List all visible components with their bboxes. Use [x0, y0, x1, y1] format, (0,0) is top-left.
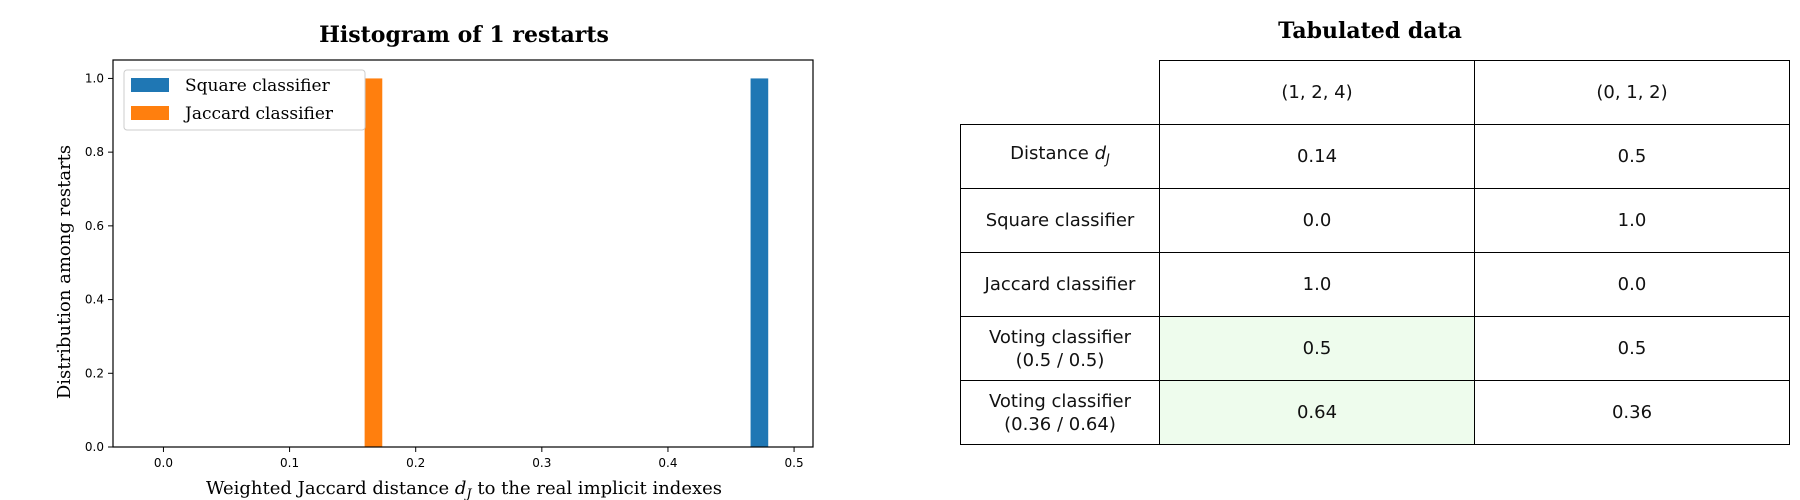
histogram-chart: Histogram of 1 restarts 0.0 0.1 0.2 0.3 0.4 0… [54, 22, 814, 500]
column-header-0-1-2: (0, 1, 2) [1474, 60, 1790, 125]
y-axis-label: Distribution among restarts [54, 145, 75, 399]
y-tick-label: 0.2 [85, 366, 104, 380]
chart-title: Histogram of 1 restarts [319, 22, 609, 48]
table-cell: 0.5 [1474, 124, 1790, 189]
y-tick-label: 1.0 [85, 71, 104, 85]
row-label-square-classifier: Square classifier [960, 188, 1160, 253]
table-row-square-classifier: Square classifier 0.0 1.0 [960, 188, 1790, 253]
row-label-line-1: Voting classifier [988, 326, 1132, 348]
bar-square-classifier [750, 78, 769, 447]
x-tick-label: 0.0 [154, 456, 173, 470]
y-tick-label: 0.0 [85, 440, 104, 454]
table-header-row: (1, 2, 4) (0, 1, 2) [960, 60, 1790, 125]
table-row-jaccard-classifier: Jaccard classifier 1.0 0.0 [960, 252, 1790, 317]
x-tick-label: 0.2 [406, 456, 425, 470]
table-cell-highlighted: 0.5 [1159, 316, 1475, 381]
x-axis-label-symbol: d [455, 478, 467, 499]
y-tick-label: 0.6 [85, 219, 104, 233]
table-cell: 0.14 [1159, 124, 1475, 189]
distance-symbol-d: d [1094, 142, 1107, 164]
table-row-voting-classifier-0-5: Voting classifier (0.5 / 0.5) 0.5 0.5 [960, 316, 1790, 381]
column-header-1-2-4: (1, 2, 4) [1159, 60, 1475, 125]
row-label-voting-classifier-0-5: Voting classifier (0.5 / 0.5) [960, 316, 1160, 381]
legend-swatch-jaccard-classifier [131, 106, 169, 120]
row-label-jaccard-classifier: Jaccard classifier [960, 252, 1160, 317]
table-cell: 0.36 [1474, 380, 1790, 445]
row-label-line-2: (0.5 / 0.5) [1015, 349, 1105, 371]
tabulated-data-table: (1, 2, 4) (0, 1, 2) Distance dJ 0.14 0.5… [960, 60, 1790, 445]
table-cell: 0.5 [1474, 316, 1790, 381]
x-axis-label-suffix: to the real implicit indexes [472, 478, 722, 499]
table-cell: 1.0 [1159, 252, 1475, 317]
table-title: Tabulated data [1278, 18, 1462, 44]
legend: Square classifier Jaccard classifier [123, 69, 366, 131]
axis-ticks: 0.0 0.1 0.2 0.3 0.4 0.5 0.0 0.2 0.4 0.6 0.8 1.0 [85, 71, 804, 470]
x-tick-label: 0.5 [785, 456, 804, 470]
table-row-voting-classifier-0-36: Voting classifier (0.36 / 0.64) 0.64 0.36 [960, 380, 1790, 445]
legend-label-jaccard-classifier: Jaccard classifier [183, 104, 334, 124]
plot-area [112, 59, 814, 448]
row-label-line-1: Voting classifier [988, 390, 1132, 412]
x-axis-label: Weighted Jaccard distance dJ to the real… [206, 478, 722, 500]
row-label-distance-symbol: dJ [1094, 142, 1110, 168]
table-cell-highlighted: 0.64 [1159, 380, 1475, 445]
row-label-line-2: (0.36 / 0.64) [1004, 413, 1116, 435]
y-tick-label: 0.4 [85, 293, 104, 307]
legend-label-square-classifier: Square classifier [185, 76, 331, 96]
x-tick-label: 0.3 [532, 456, 551, 470]
row-label-distance-text: Distance [1010, 142, 1095, 164]
x-tick-label: 0.1 [280, 456, 299, 470]
legend-box [123, 69, 366, 131]
table-corner-cell [960, 60, 1160, 125]
table-cell: 0.0 [1474, 252, 1790, 317]
row-label-voting-classifier-0-36: Voting classifier (0.36 / 0.64) [960, 380, 1160, 445]
x-tick-label: 0.4 [658, 456, 677, 470]
row-label-distance: Distance dJ [960, 124, 1160, 189]
legend-swatch-square-classifier [131, 78, 169, 92]
table-cell: 1.0 [1474, 188, 1790, 253]
x-axis-label-sub: J [463, 487, 472, 500]
bar-jaccard-classifier [364, 78, 383, 447]
axes-frame [112, 59, 814, 448]
y-tick-label: 0.8 [85, 145, 104, 159]
x-axis-label-prefix: Weighted Jaccard distance [206, 478, 455, 499]
distance-symbol-sub: J [1106, 152, 1110, 168]
table-row-distance: Distance dJ 0.14 0.5 [960, 124, 1790, 189]
table-cell: 0.0 [1159, 188, 1475, 253]
